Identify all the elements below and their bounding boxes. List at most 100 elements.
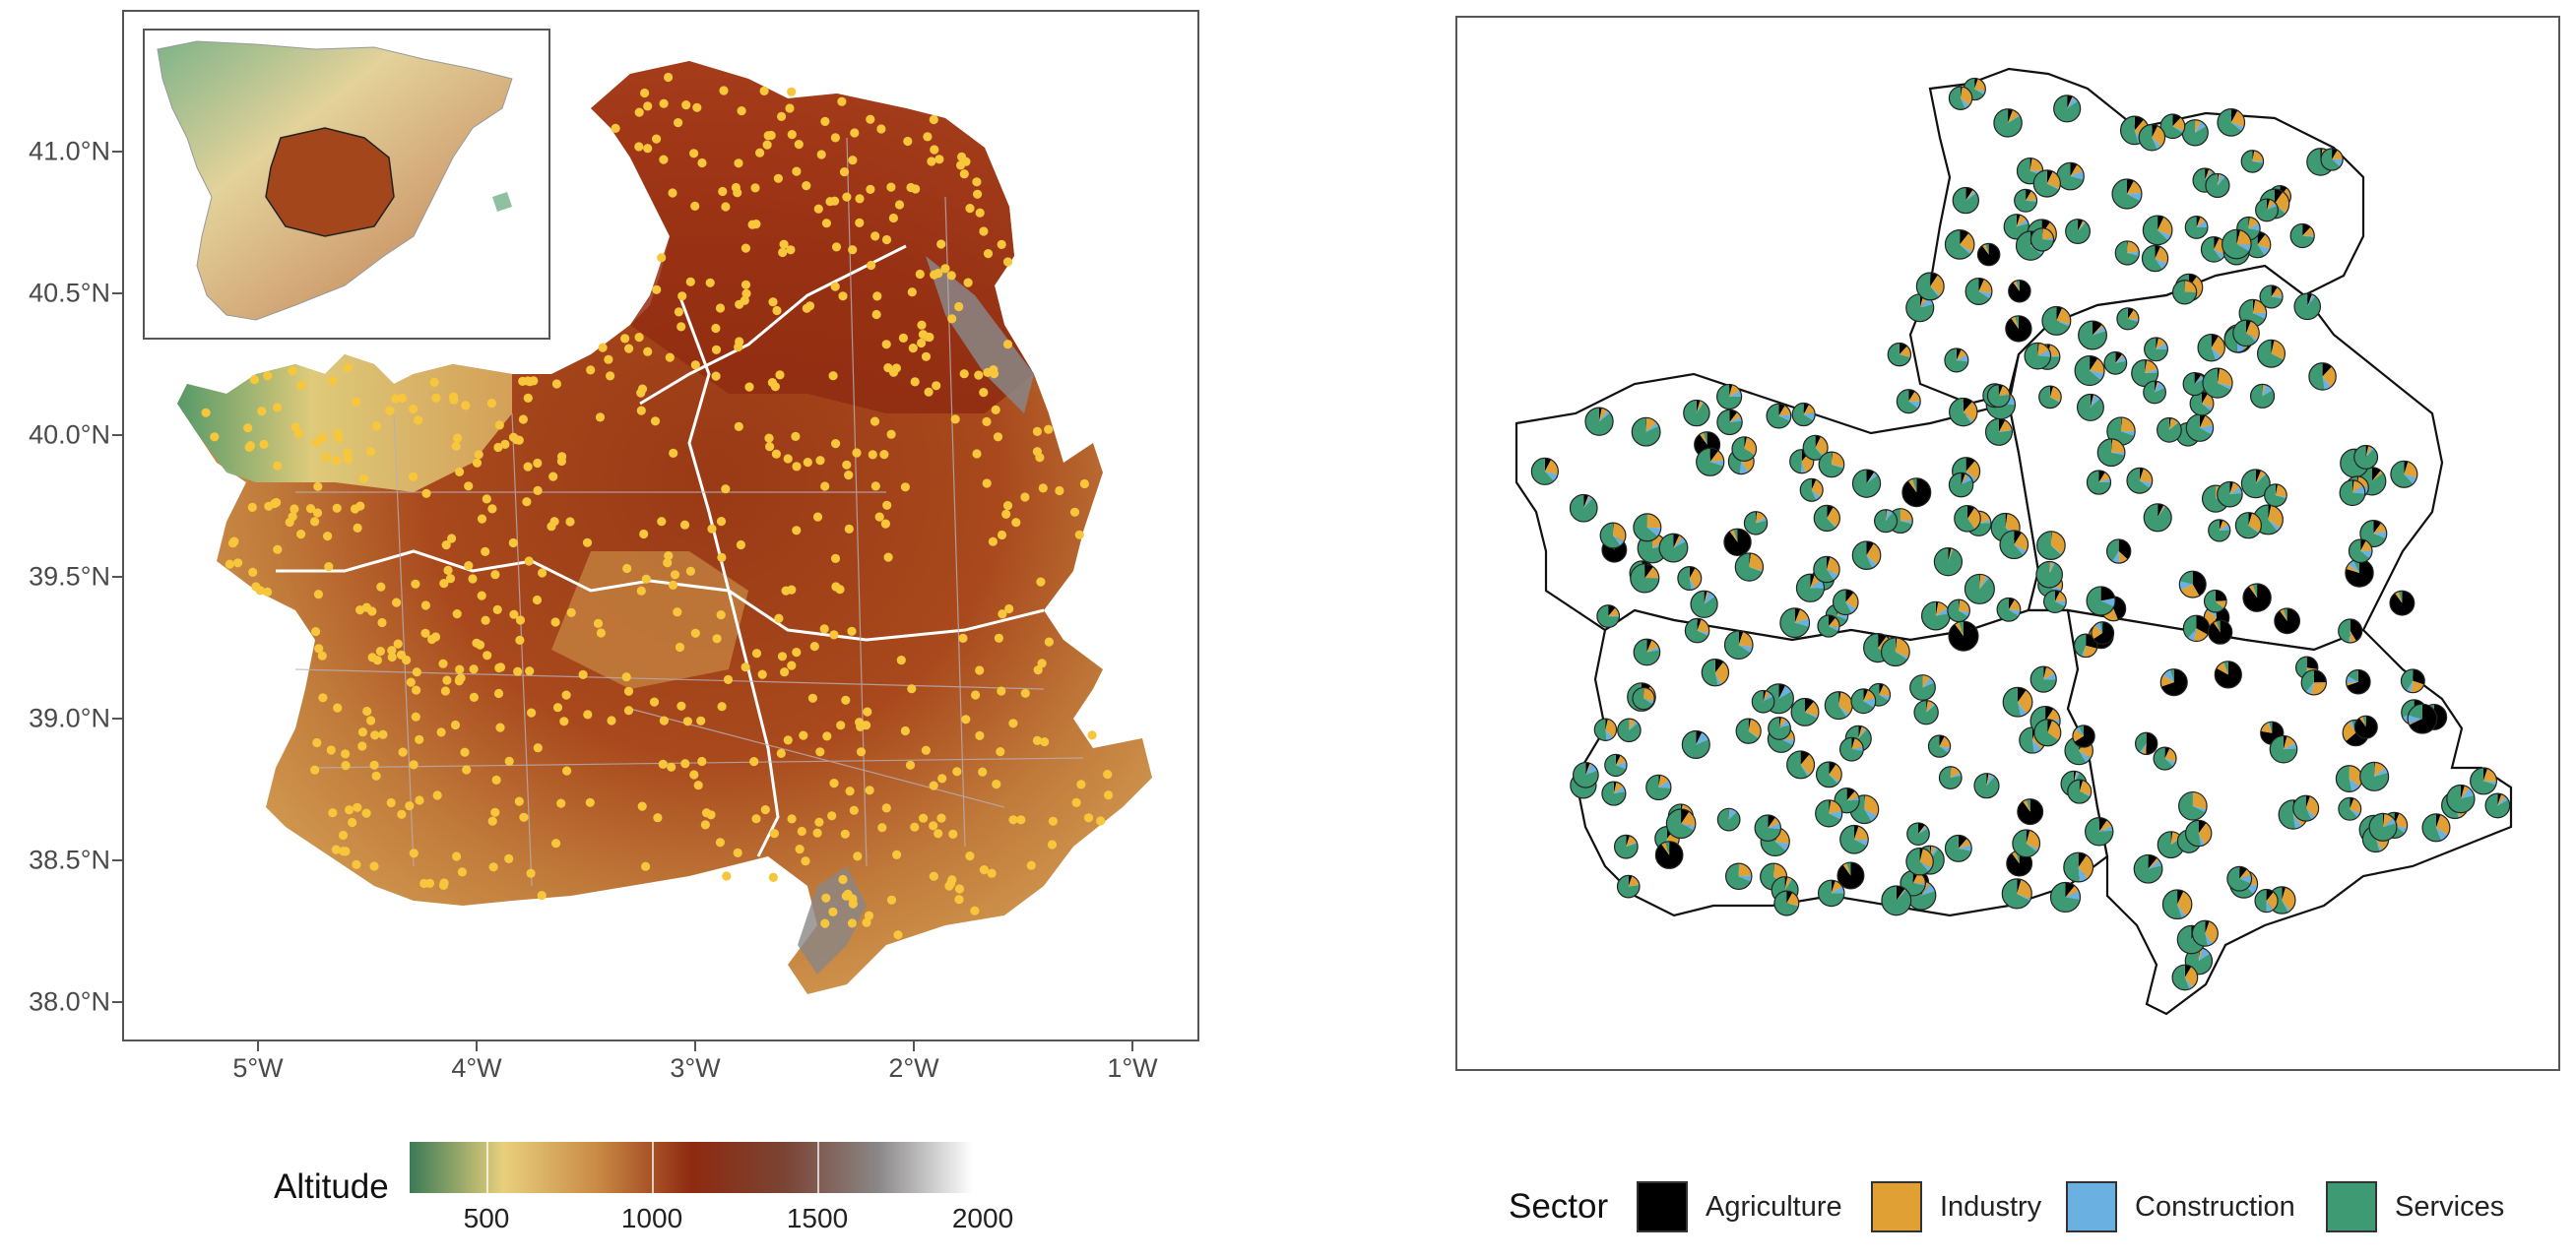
municipality-point (414, 415, 423, 425)
municipality-pie (1604, 753, 1628, 778)
pie-slice (2309, 362, 2325, 391)
pie-slice (2215, 600, 2227, 609)
municipality-point (533, 743, 543, 753)
pie-slice (2157, 505, 2165, 518)
pie-slice (1960, 232, 1974, 252)
municipality-pie (1984, 417, 2014, 446)
pie-slice (1749, 567, 1763, 572)
pie-slice (2078, 854, 2093, 879)
municipality-point (559, 717, 569, 726)
pie-slice (2267, 199, 2276, 211)
pie-slice (2194, 375, 2205, 385)
pie-slice (2078, 724, 2085, 736)
pie-slice (1691, 591, 1718, 618)
pie-slice (2046, 169, 2053, 184)
municipality-pie (2126, 467, 2154, 494)
municipality-pie (2338, 618, 2363, 644)
pie-slice (2042, 237, 2054, 241)
pie-outline (2014, 188, 2038, 213)
pie-outline (2254, 888, 2279, 914)
municipality-point (392, 598, 402, 607)
municipality-point (865, 786, 874, 795)
pie-outline (1681, 729, 1710, 760)
pie-slice (2148, 857, 2159, 869)
municipality-pie (2142, 215, 2173, 246)
pie-slice (1792, 403, 1814, 426)
municipality-pie (1613, 834, 1639, 859)
municipality-point (659, 716, 670, 725)
pie-slice (2121, 431, 2136, 436)
municipality-point (566, 607, 576, 618)
pie-outline (2086, 470, 2112, 495)
pie-outline (2353, 444, 2379, 470)
municipality-pie (2133, 853, 2163, 884)
municipality-point (650, 416, 661, 426)
pie-slice (2135, 732, 2147, 753)
municipality-point (369, 861, 379, 871)
pie-outline (1696, 447, 1725, 476)
municipality-pie (1906, 822, 1930, 847)
pie-slice (2270, 735, 2297, 763)
pie-slice (2177, 904, 2186, 918)
pie-slice (1644, 563, 1653, 579)
pie-slice (1881, 885, 1911, 915)
pie-outline (1874, 509, 1899, 534)
municipality-point (445, 574, 456, 584)
pie-slice (1858, 725, 1866, 739)
pie-slice (2162, 890, 2182, 919)
pie-slice (1998, 418, 2006, 432)
pie-slice (1896, 889, 1906, 901)
pie-slice (1961, 473, 1968, 485)
pie-slice (1864, 809, 1878, 822)
pie-outline (2259, 284, 2284, 309)
municipality-point (487, 816, 497, 826)
municipality-pie (1817, 614, 1840, 638)
pie-slice (1829, 615, 1835, 627)
pie-slice (2065, 219, 2091, 244)
municipality-point (801, 856, 810, 866)
municipality-point (701, 808, 712, 818)
pie-outline (2171, 964, 2199, 991)
pie-slice (1583, 495, 1593, 509)
municipality-point (598, 343, 608, 352)
pie-outline (1909, 674, 1936, 701)
pie-slice (2205, 167, 2210, 181)
pie-slice (1739, 461, 1749, 474)
pie-slice (1899, 343, 1907, 355)
pie-slice (1779, 717, 1787, 728)
pie-slice (2127, 251, 2140, 256)
pie-slice (1965, 461, 1980, 480)
pie-slice (2014, 544, 2027, 555)
municipality-point (411, 579, 420, 589)
municipality-point (785, 103, 795, 113)
pie-slice (2302, 226, 2315, 236)
municipality-point (693, 781, 703, 790)
municipality-point (907, 287, 917, 297)
municipality-point (438, 880, 449, 891)
pie-outline (2072, 724, 2095, 748)
pie-outline (2407, 703, 2438, 734)
municipality-point (849, 805, 859, 815)
municipality-point (296, 380, 306, 390)
municipality-point (866, 184, 875, 194)
pie-outline (1604, 753, 1628, 778)
pie-slice (2338, 797, 2358, 821)
municipality-point (971, 690, 981, 700)
pie-outline (1817, 614, 1840, 638)
pie-slice (1827, 505, 1834, 519)
pie-slice (1897, 389, 1918, 413)
municipality-point (792, 462, 802, 472)
pie-outline (2178, 790, 2208, 821)
pie-slice (2075, 355, 2101, 386)
municipality-pie (2001, 878, 2032, 910)
pie-slice (2120, 116, 2139, 145)
municipality-point (997, 530, 1007, 540)
municipality-point (1074, 530, 1084, 539)
pie-slice (2274, 189, 2284, 204)
municipality-point (361, 808, 371, 818)
municipality-pie (2346, 668, 2371, 695)
pie-outline (1948, 620, 1979, 652)
municipality-pie (1947, 598, 1970, 623)
pie-slice (2183, 372, 2207, 396)
municipality-pie (1948, 620, 1979, 652)
